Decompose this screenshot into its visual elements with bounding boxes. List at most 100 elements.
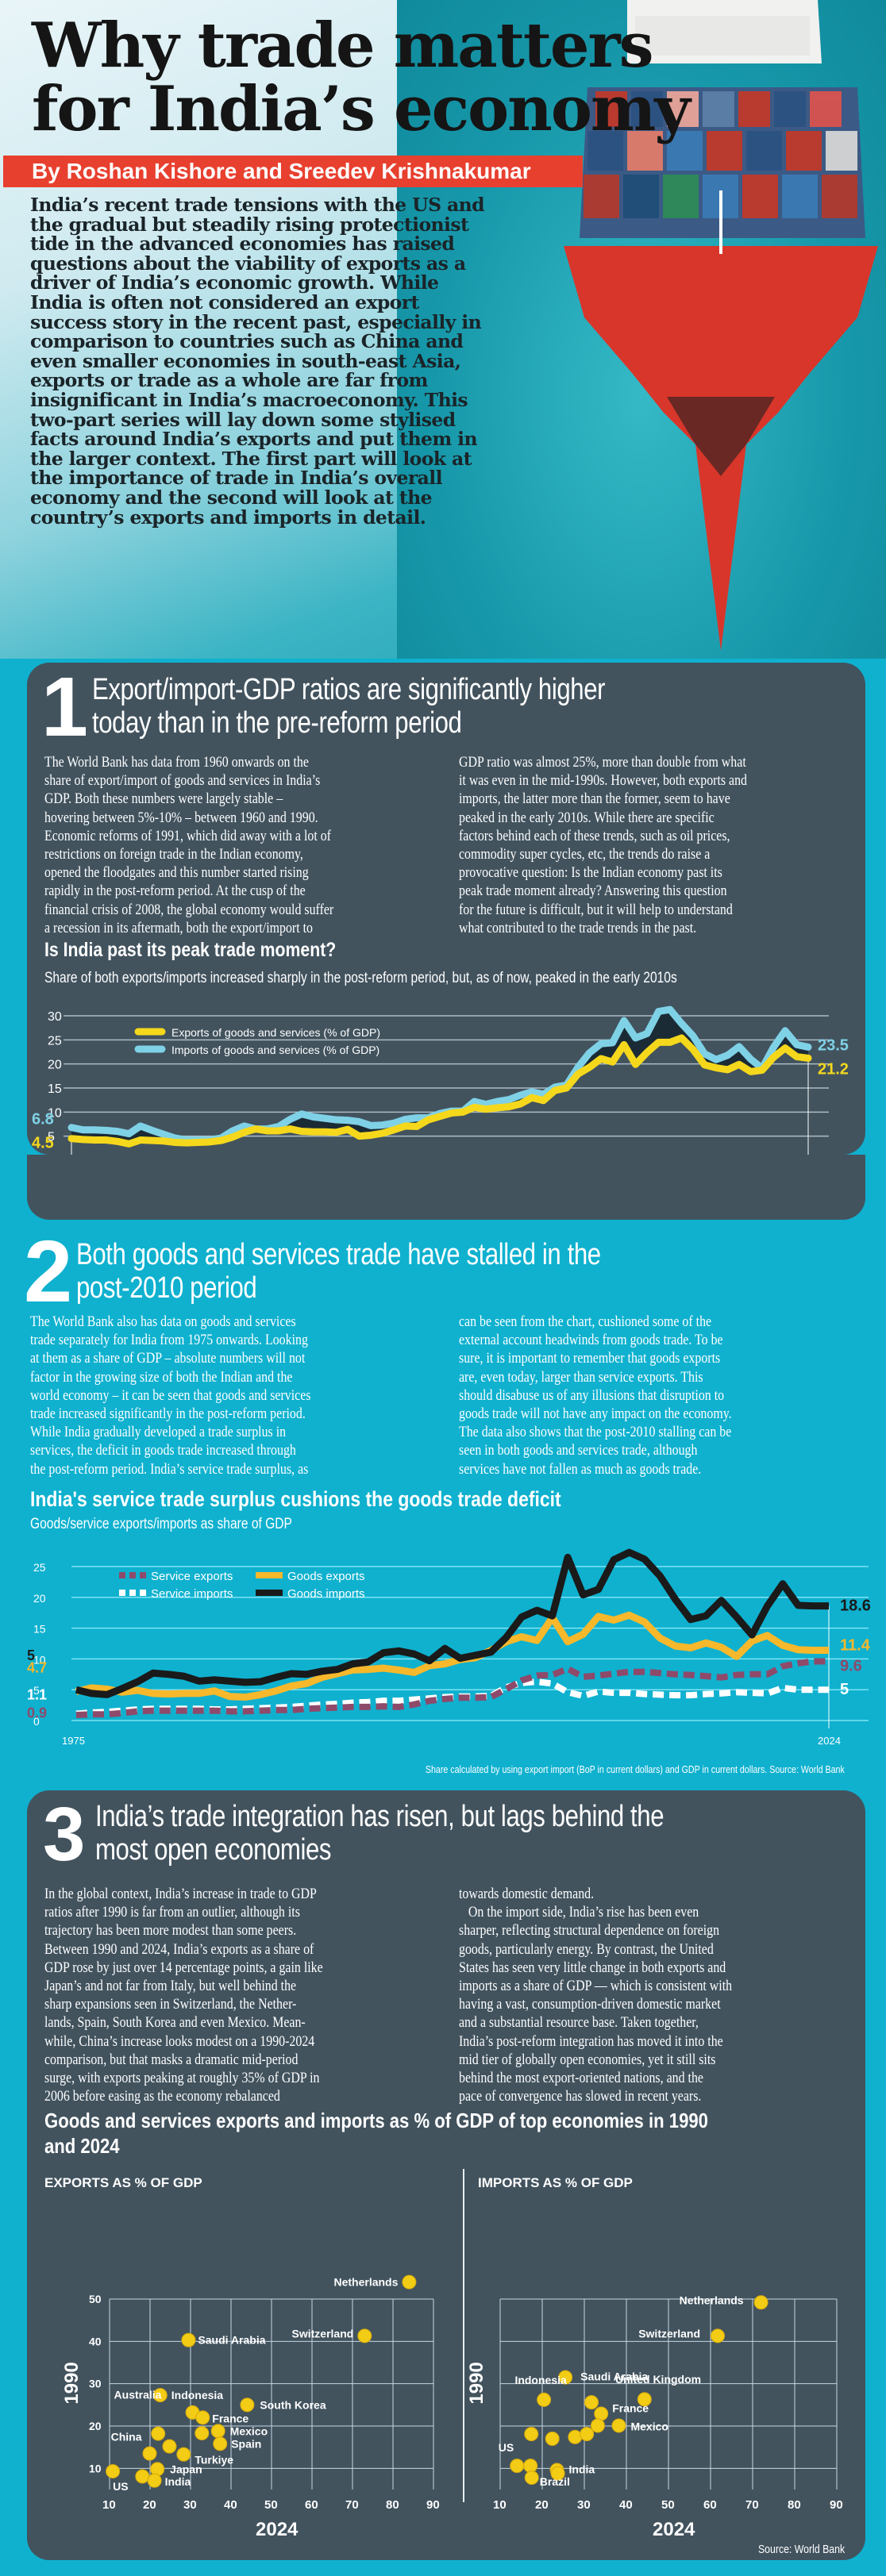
y-tick-label: 0 — [33, 1715, 40, 1728]
section-1-text-line: rapidly in the post-reform period. At th… — [44, 883, 306, 900]
section-1-text-line: factors behind each of these trends, suc… — [459, 828, 730, 844]
intro-line: insignificant in India’s macroeconomy. T… — [30, 388, 468, 411]
section-1-col-1: The World Bank has data from 1960 onward… — [44, 754, 333, 938]
section-1-text-line: for the future is difficult, but it will… — [459, 902, 733, 918]
y-tick-label: 25 — [48, 1034, 62, 1048]
x-tick-label: 50 — [661, 2498, 675, 2512]
section-1-title: Export/import-GDP ratios are significant… — [92, 673, 605, 740]
point-label: Indonesia — [514, 2374, 567, 2386]
intro-line: tide in the advanced economies has raise… — [30, 233, 455, 256]
y-tick-label: 10 — [48, 1106, 62, 1120]
data-point — [550, 2466, 565, 2481]
article-title: Why trade matters for India’s economy — [32, 14, 691, 141]
legend-label: Goods imports — [287, 1587, 365, 1601]
imports-start-label: 6.8 — [32, 1111, 54, 1128]
point-label: Japan — [170, 2463, 202, 2475]
y-tick-label: 30 — [48, 1010, 62, 1024]
data-point — [637, 2392, 652, 2407]
section-2-text-line: services, the deficit in goods trade inc… — [30, 1443, 296, 1459]
section-1-number: 1 — [41, 660, 88, 754]
data-point — [176, 2447, 191, 2462]
data-point — [711, 2328, 726, 2343]
intro-line: economy and the second will look at the — [30, 486, 433, 509]
data-point — [568, 2429, 583, 2444]
section-2-title-line-1: Both goods and services trade have stall… — [76, 1238, 601, 1271]
x-tick-label: 40 — [224, 2498, 237, 2512]
section-3-text-line: Japan’s and not far from Italy, but well… — [44, 1978, 297, 1995]
section-2-text-line: are, even today, larger than service exp… — [459, 1369, 703, 1386]
y-tick-label: 5 — [33, 1684, 40, 1697]
section-3-text-line: In the global context, India’s increase … — [44, 1886, 317, 1902]
x-tick-label: 30 — [577, 2498, 591, 2512]
section-2-text-line: factor in the growing size of both the I… — [30, 1369, 293, 1386]
intro-line: driver of India’s economic growth. While — [30, 271, 439, 294]
goods-exports-line — [75, 1611, 829, 1701]
point-label: Brazil — [540, 2475, 570, 2488]
point-label: Turkiye — [195, 2454, 233, 2466]
section-2-text-line: the post-reform period. India’s service … — [30, 1461, 309, 1478]
chart-3-title-line-2: and 2024 — [44, 2134, 120, 2158]
data-point — [213, 2436, 228, 2451]
section-3-text-line: lands, Spain, South Korea and even Mexic… — [44, 2015, 306, 2032]
section-3-col-1: In the global context, India’s increase … — [44, 1886, 323, 2106]
x-tick-label: 90 — [830, 2498, 843, 2512]
point-label: France — [212, 2412, 248, 2424]
legend-label: Exports of goods and services (% of GDP) — [171, 1026, 380, 1039]
scatter-subtitle: IMPORTS AS % OF GDP — [478, 2175, 633, 2190]
section-3-text-line: pace of convergence has slowed in recent… — [459, 2089, 702, 2105]
section-3-text-line: goods, particularly energy. By contrast,… — [459, 1941, 714, 1958]
goods-exports-end-label: 11.4 — [840, 1636, 871, 1654]
data-point — [524, 2470, 539, 2486]
scatter-subtitle: EXPORTS AS % OF GDP — [44, 2175, 202, 2190]
section-2-text-line: can be seen from the chart, cushioned so… — [459, 1314, 712, 1330]
section-2-text-line: should disabuse us of any illusions that… — [459, 1387, 725, 1404]
byline-text: By Roshan Kishore and Sreedev Krishnakum… — [32, 159, 531, 183]
section-2-text-line: services have not fallen as much as good… — [459, 1461, 702, 1478]
section-3-text-line: comparison, but that masks a dramatic mi… — [44, 2051, 299, 2068]
section-1-text-line: peaked in the early 2010s. While there a… — [459, 809, 715, 826]
section-2-title: Both goods and services trade have stall… — [76, 1238, 601, 1305]
data-point — [195, 2426, 210, 2441]
section-1-panel-bottom — [27, 1155, 865, 1220]
section-1-text-line: GDP ratio was almost 25%, more than doub… — [459, 755, 746, 771]
section-2-text-line: The World Bank also has data on goods an… — [30, 1314, 296, 1330]
exports-end-label: 21.2 — [818, 1060, 849, 1078]
x-tick-label: 1975 — [62, 1735, 85, 1747]
x-axis-label: 2024 — [653, 2519, 695, 2539]
section-3-text-line: 2006 before easing as the economy rebala… — [44, 2089, 280, 2105]
x-tick-label: 2024 — [818, 1735, 841, 1747]
goods-exports-start-label: 4.7 — [27, 1659, 47, 1675]
section-3-text-line: ratios after 1990 is far from an outlier… — [44, 1905, 300, 1921]
section-3-title-line-2: most open economies — [95, 1833, 332, 1867]
goods-imports-start-label: 5 — [27, 1647, 35, 1663]
data-point — [545, 2432, 560, 2446]
section-3-text-line: On the import side, India’s rise has bee… — [459, 1905, 699, 1921]
intro-line: questions about the viability of exports… — [30, 252, 466, 275]
x-tick-label: 10 — [493, 2498, 507, 2512]
section-3-text-line: India’s post-reform integration has move… — [459, 2033, 723, 2050]
chart-3-title-line-1: Goods and services exports and imports a… — [44, 2109, 708, 2132]
section-3-panel — [27, 1790, 865, 2560]
section-1-text-line: provocative question: Is the Indian econ… — [459, 865, 722, 882]
section-1-text-line: GDP. Both these numbers were largely sta… — [44, 791, 283, 808]
x-tick-label: 20 — [535, 2498, 549, 2512]
exports-start-label: 4.5 — [32, 1135, 54, 1152]
chart-2-subtitle: Goods/service exports/imports as share o… — [30, 1516, 292, 1532]
section-2-text-line: The data also shows that the post-2010 s… — [459, 1424, 732, 1441]
data-point — [580, 2427, 595, 2442]
point-label: India — [165, 2475, 191, 2488]
byline-bar: By Roshan Kishore and Sreedev Krishnakum… — [3, 156, 583, 187]
data-point — [558, 2370, 573, 2385]
section-2-title-line-2: post-2010 period — [76, 1271, 257, 1305]
x-tick-label: 20 — [143, 2498, 156, 2512]
point-label: Netherlands — [333, 2276, 398, 2289]
x-tick-label: 90 — [426, 2498, 440, 2512]
chart-3-scatter-imports: IMPORTS AS % OF GDP 10 20 30 40 50 60 70 80 90 202… — [466, 2175, 843, 2539]
data-point — [181, 2332, 196, 2347]
data-point — [524, 2427, 539, 2442]
exports-line — [67, 1034, 812, 1148]
data-point — [611, 2418, 626, 2433]
hero-banner: Why trade matters for India’s economy By… — [0, 0, 886, 659]
service-exports-end-label: 9.6 — [840, 1658, 862, 1675]
intro-line: the importance of trade in India’s overa… — [30, 467, 443, 490]
